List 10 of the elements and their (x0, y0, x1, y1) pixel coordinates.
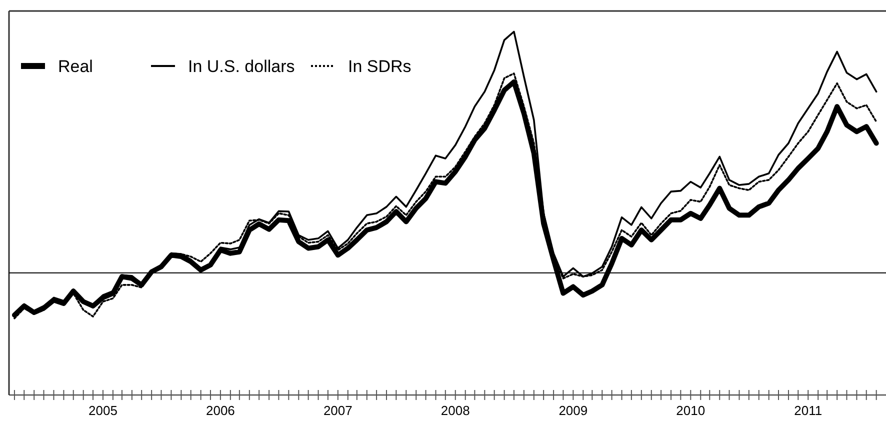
x-tick-label: 2005 (88, 403, 118, 418)
legend-label: Real (58, 57, 93, 76)
legend-label: In U.S. dollars (188, 57, 295, 76)
x-tick-label: 2009 (558, 403, 588, 418)
x-tick-label: 2008 (440, 403, 470, 418)
x-tick-label: 2006 (206, 403, 235, 418)
x-tick-label: 2011 (794, 403, 822, 418)
x-tick-label: 2007 (323, 403, 352, 418)
legend-label: In SDRs (348, 57, 412, 76)
x-tick-label: 2010 (676, 403, 706, 418)
